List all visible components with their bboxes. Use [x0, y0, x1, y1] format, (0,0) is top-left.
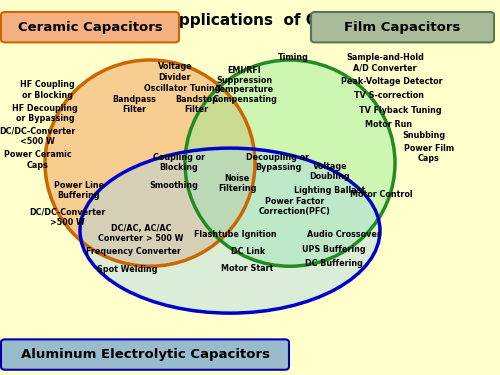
Text: Bandpass
Filter: Bandpass Filter — [112, 94, 156, 114]
Text: Noise
Filtering: Noise Filtering — [218, 174, 256, 194]
Text: Decoupling or
Bypassing: Decoupling or Bypassing — [246, 153, 310, 173]
Text: UPS Buffering: UPS Buffering — [302, 245, 366, 254]
Text: DC/AC, AC/AC
Converter > 500 W: DC/AC, AC/AC Converter > 500 W — [98, 224, 184, 243]
Text: Overlapping Applications  of Capacitor Types: Overlapping Applications of Capacitor Ty… — [58, 13, 442, 28]
Text: Spot Welding: Spot Welding — [97, 265, 158, 274]
Text: Power Line
Buffering: Power Line Buffering — [54, 181, 104, 200]
Text: Aluminum Electrolytic Capacitors: Aluminum Electrolytic Capacitors — [20, 348, 270, 361]
Text: Audio Crossover: Audio Crossover — [307, 230, 381, 239]
Text: Motor Start: Motor Start — [221, 264, 273, 273]
Ellipse shape — [45, 60, 255, 266]
Text: DC Link: DC Link — [232, 247, 266, 256]
Text: Timing: Timing — [278, 53, 309, 62]
Text: Ceramic Capacitors: Ceramic Capacitors — [18, 21, 163, 34]
Text: DC Buffering: DC Buffering — [305, 260, 363, 268]
Text: Voltage
Divider: Voltage Divider — [158, 62, 192, 82]
Text: Motor Control: Motor Control — [350, 190, 412, 199]
Ellipse shape — [185, 60, 395, 266]
Text: TV S-correction: TV S-correction — [354, 91, 424, 100]
Text: Snubbing: Snubbing — [402, 131, 446, 140]
Ellipse shape — [80, 148, 380, 313]
Text: Frequency Converter: Frequency Converter — [86, 248, 182, 256]
Text: Voltage
Doubling: Voltage Doubling — [310, 162, 350, 181]
Text: Sample-and-Hold
A/D Converter: Sample-and-Hold A/D Converter — [346, 53, 424, 73]
Text: Bandstop
Filter: Bandstop Filter — [175, 94, 218, 114]
Text: Temperature
Compensating: Temperature Compensating — [212, 85, 278, 104]
FancyBboxPatch shape — [1, 339, 289, 370]
Text: Lighting Ballast: Lighting Ballast — [294, 186, 366, 195]
Text: Coupling or
Blocking: Coupling or Blocking — [153, 153, 205, 173]
Text: Power Ceramic
Caps: Power Ceramic Caps — [4, 150, 71, 170]
Text: DC/DC-Converter
<500 W: DC/DC-Converter <500 W — [0, 126, 76, 146]
Text: Power Film
Caps: Power Film Caps — [404, 144, 454, 164]
Text: DC/DC-Converter
>500 W: DC/DC-Converter >500 W — [30, 208, 106, 227]
Text: Flashtube Ignition: Flashtube Ignition — [194, 230, 276, 239]
Text: HF Coupling
or Blocking: HF Coupling or Blocking — [20, 80, 75, 100]
Text: Smoothing: Smoothing — [150, 182, 198, 190]
Text: Peak-Voltage Detector: Peak-Voltage Detector — [341, 77, 443, 86]
Text: TV Flyback Tuning: TV Flyback Tuning — [358, 106, 442, 115]
Text: Power Factor
Correction(PFC): Power Factor Correction(PFC) — [259, 196, 331, 216]
Text: Motor Run: Motor Run — [366, 120, 412, 129]
FancyBboxPatch shape — [311, 12, 494, 42]
Text: Oscillator Tuning: Oscillator Tuning — [144, 84, 221, 93]
Text: EMI/RFI
Suppression: EMI/RFI Suppression — [216, 65, 272, 85]
FancyBboxPatch shape — [1, 12, 179, 42]
Text: HF Decoupling
or Bypassing: HF Decoupling or Bypassing — [12, 104, 78, 123]
Text: Film Capacitors: Film Capacitors — [344, 21, 461, 34]
